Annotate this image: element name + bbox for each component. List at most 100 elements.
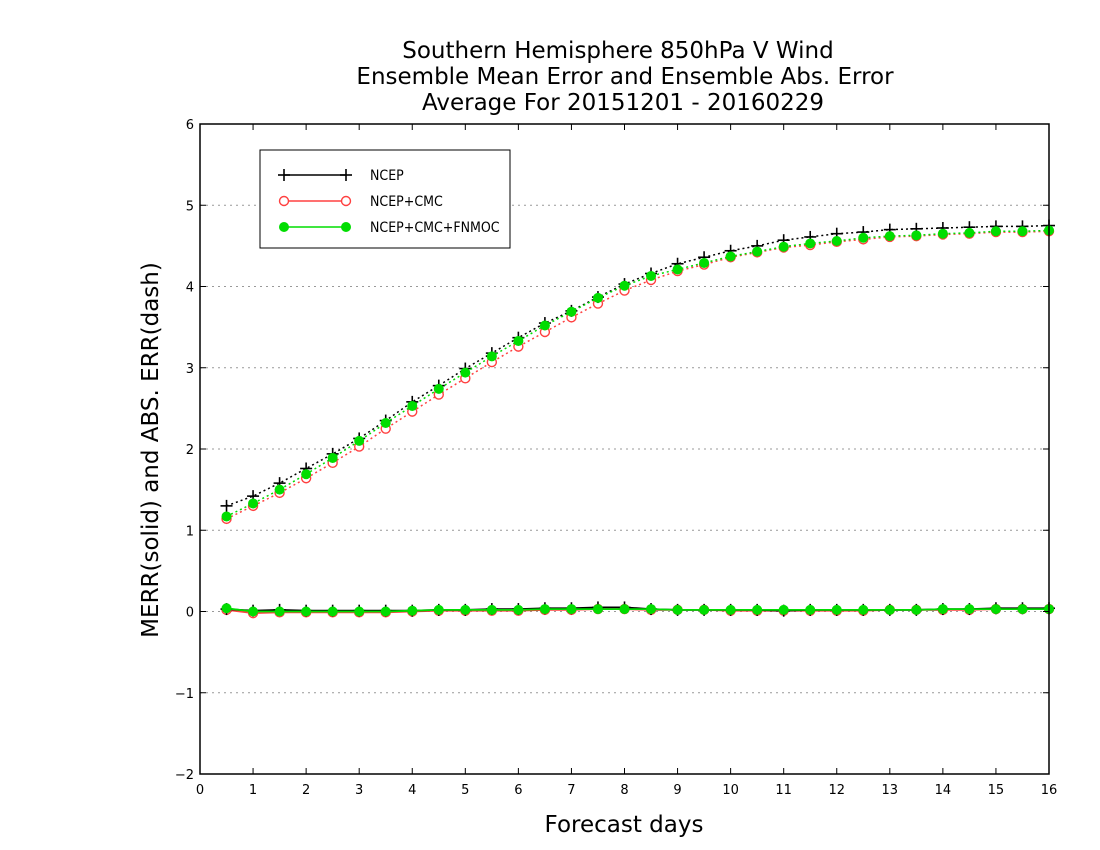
legend-marker: [279, 222, 289, 232]
mean-error-point: [964, 604, 975, 615]
series-ncep-cmc-fnmoc: [221, 225, 1054, 617]
legend-marker: [278, 195, 290, 207]
mean-error-point: [619, 604, 630, 615]
mean-error-point: [831, 604, 842, 615]
abs-error-point: [248, 498, 259, 509]
title-line-3: Average For 20151201 - 20160229: [422, 90, 824, 116]
abs-error-point: [539, 320, 550, 331]
legend-label: NCEP+CMC: [370, 194, 443, 210]
mean-error-point: [327, 606, 338, 617]
x-tick-label: 0: [196, 783, 204, 798]
x-tick-label: 14: [935, 783, 952, 798]
abs-error-point: [380, 418, 391, 428]
series-ncep-cmc: [221, 226, 1055, 619]
mean-error-point: [248, 606, 259, 617]
title-line-1: Southern Hemisphere 850hPa V Wind: [402, 38, 833, 64]
legend-marker: [278, 169, 290, 181]
y-tick-label: 2: [186, 443, 194, 458]
x-tick-label: 4: [408, 783, 416, 798]
legend-item-ncep-cmc-fnmoc: NCEP+CMC+FNMOC: [279, 220, 500, 236]
mean-error-point: [884, 604, 895, 615]
x-tick-label: 1: [249, 783, 257, 798]
y-tick-label: 0: [186, 606, 194, 621]
abs-error-point: [884, 231, 895, 242]
abs-error-point: [752, 246, 763, 257]
mean-error-point: [725, 604, 736, 615]
mean-error-point: [752, 604, 763, 615]
x-tick-label: 16: [1041, 783, 1058, 798]
x-tick-label: 9: [673, 783, 681, 798]
abs-error-line: [226, 230, 1050, 520]
mean-error-point: [354, 606, 365, 617]
mean-error-point: [486, 604, 497, 615]
abs-error-point: [513, 335, 524, 346]
mean-error-point: [539, 604, 550, 615]
y-tick-label: 3: [186, 362, 194, 377]
mean-error-point: [407, 605, 418, 616]
legend-marker: [340, 169, 352, 181]
mean-error-point: [301, 606, 312, 617]
mean-error-point: [990, 604, 1001, 615]
x-tick-label: 15: [988, 783, 1005, 798]
abs-error-point: [592, 292, 603, 303]
legend-item-ncep: NCEP: [278, 168, 404, 184]
x-tick-label: 6: [514, 783, 522, 798]
x-tick-label: 2: [302, 783, 310, 798]
abs-error-point: [805, 238, 816, 249]
mean-error-point: [592, 604, 603, 615]
abs-error-point: [911, 230, 922, 241]
legend-label: NCEP+CMC+FNMOC: [370, 220, 500, 236]
y-tick-label: 1: [186, 524, 194, 539]
chart-title: Southern Hemisphere 850hPa V Wind Ensemb…: [356, 38, 894, 116]
mean-error-point: [221, 603, 232, 614]
mean-error-point: [433, 604, 444, 615]
abs-error-point: [672, 264, 683, 275]
mean-error-point: [274, 606, 285, 617]
y-tick-label: 6: [186, 118, 194, 133]
abs-error-point: [699, 257, 710, 268]
x-tick-label: 3: [355, 783, 363, 798]
series-ncep: [220, 219, 1055, 617]
mean-error-point: [911, 604, 922, 615]
abs-error-point: [619, 280, 630, 291]
y-tick-label: 5: [186, 199, 194, 214]
x-tick-label: 11: [775, 783, 792, 798]
x-axis: 0 1 2 3 4 5 6 7 8 9 10 11 12 13 14 15 16: [196, 124, 1057, 798]
mean-error-point: [380, 606, 391, 617]
legend: NCEP NCEP+CMC NCEP+CMC+FNMOC: [259, 149, 511, 249]
mean-error-point: [858, 604, 869, 615]
legend-marker: [341, 222, 351, 232]
y-tick-label: 4: [186, 281, 194, 296]
abs-error-point: [778, 241, 789, 252]
mean-error-point: [672, 604, 683, 615]
abs-error-point: [486, 351, 497, 362]
x-tick-label: 7: [567, 783, 575, 798]
mean-error-point: [646, 604, 657, 615]
x-tick-label: 5: [461, 783, 469, 798]
mean-error-point: [460, 604, 471, 615]
mean-error-point: [778, 604, 789, 615]
abs-error-point: [221, 511, 232, 522]
y-tick-label: −2: [175, 768, 194, 783]
abs-error-point: [964, 227, 975, 238]
abs-error-point: [327, 452, 338, 463]
abs-error-point: [858, 232, 869, 243]
x-tick-label: 13: [882, 783, 899, 798]
mean-error-point: [1017, 604, 1028, 615]
legend-box: [259, 149, 511, 249]
x-axis-label: Forecast days: [545, 812, 704, 838]
abs-error-point: [354, 435, 365, 446]
abs-error-point: [725, 251, 736, 262]
abs-error-point: [831, 236, 842, 246]
legend-marker: [340, 195, 352, 207]
mean-error-point: [699, 604, 710, 615]
abs-error-line: [226, 224, 1050, 507]
y-axis: −2 −1 0 1 2 3 4 5 6: [175, 118, 1049, 783]
abs-error-point: [1017, 226, 1028, 237]
legend-item-ncep-cmc: NCEP+CMC: [278, 194, 443, 210]
abs-error-point: [274, 484, 285, 495]
abs-error-point: [937, 228, 948, 239]
abs-error-point: [566, 306, 577, 317]
x-tick-label: 12: [828, 783, 845, 798]
